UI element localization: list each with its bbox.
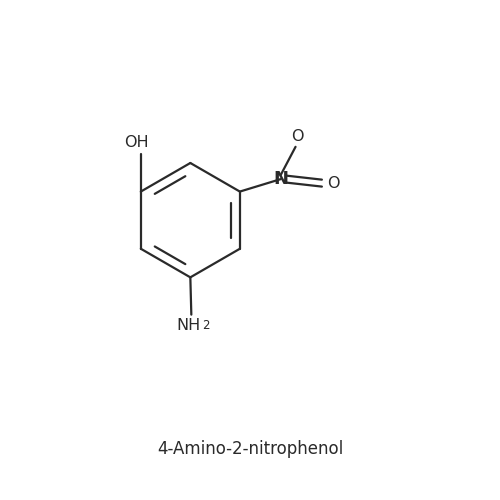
Text: O: O [328,176,340,190]
Text: 4-Amino-2-nitrophenol: 4-Amino-2-nitrophenol [157,440,343,458]
Text: O: O [291,129,304,144]
Text: 2: 2 [202,319,210,332]
Text: NH: NH [176,318,201,332]
Text: N: N [273,170,288,188]
Text: OH: OH [124,136,149,150]
